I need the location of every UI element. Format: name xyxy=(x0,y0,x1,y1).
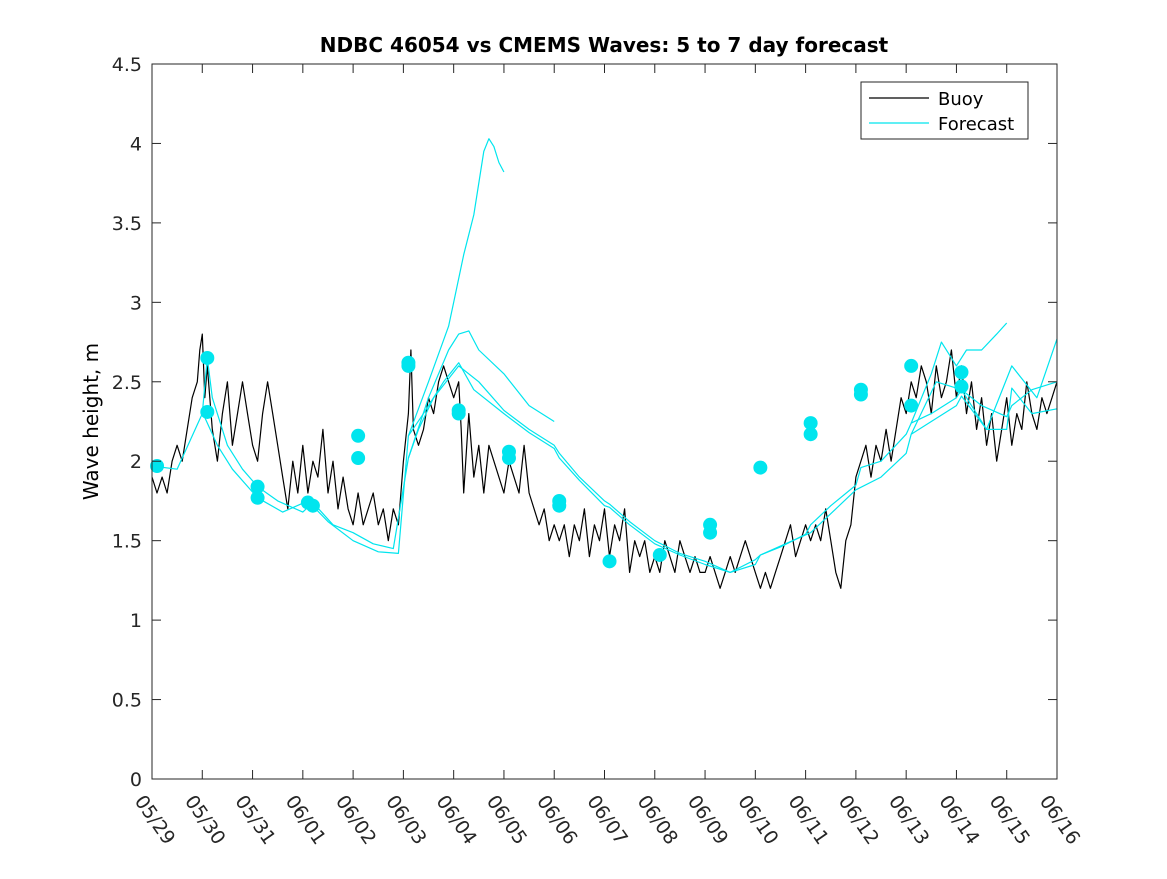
x-tick-label: 05/31 xyxy=(230,791,279,848)
y-tick-label: 2 xyxy=(130,451,142,473)
forecast-marker-22 xyxy=(803,416,818,431)
forecast-line-1 xyxy=(151,357,1058,573)
x-tick-label: 06/04 xyxy=(432,791,481,848)
forecast-marker-6 xyxy=(305,498,320,513)
forecast-marker-20 xyxy=(703,525,718,540)
plot-area xyxy=(150,64,1058,779)
x-tick-label: 06/11 xyxy=(784,791,833,848)
forecast-marker-12 xyxy=(451,406,466,421)
x-tick-label: 06/05 xyxy=(482,791,531,848)
chart-title: NDBC 46054 vs CMEMS Waves: 5 to 7 day fo… xyxy=(320,33,889,57)
forecast-line-6 xyxy=(910,338,1058,435)
y-tick-label: 3 xyxy=(130,292,142,314)
x-tick-label: 06/15 xyxy=(985,791,1034,848)
legend-box xyxy=(860,81,1029,140)
forecast-marker-26 xyxy=(904,358,919,373)
x-tick-label: 06/07 xyxy=(582,791,631,848)
y-tick-label: 3.5 xyxy=(112,213,142,235)
x-tick-label: 06/13 xyxy=(884,791,933,848)
x-tick-label: 06/16 xyxy=(1035,791,1084,848)
forecast-marker-4 xyxy=(250,490,265,505)
x-tick-label: 06/06 xyxy=(532,791,581,848)
forecast-marker-2 xyxy=(200,404,215,419)
y-axis-label: Wave height, m xyxy=(79,343,103,500)
x-tick-label: 06/10 xyxy=(733,791,782,848)
y-tick-label: 0.5 xyxy=(112,690,142,712)
forecast-marker-23 xyxy=(803,427,818,442)
forecast-marker-29 xyxy=(954,379,969,394)
forecast-line-5 xyxy=(910,322,1008,424)
x-tick-label: 06/09 xyxy=(683,791,732,848)
forecast-marker-28 xyxy=(954,365,969,380)
legend-label-buoy: Buoy xyxy=(938,89,984,110)
forecast-marker-17 xyxy=(602,554,617,569)
forecast-marker-0 xyxy=(150,458,165,473)
y-tick-label: 4.5 xyxy=(112,54,142,76)
forecast-line-3 xyxy=(407,138,505,437)
y-tick-label: 2.5 xyxy=(112,372,142,394)
x-tick-label: 06/02 xyxy=(331,791,380,848)
forecast-marker-21 xyxy=(753,460,768,475)
plot-background xyxy=(152,64,1057,779)
forecast-marker-25 xyxy=(853,387,868,402)
forecast-marker-27 xyxy=(904,398,919,413)
legend: Buoy Forecast xyxy=(860,81,1029,140)
forecast-marker-3 xyxy=(250,479,265,494)
y-tick-label: 1.5 xyxy=(112,531,142,553)
x-tick-label: 06/14 xyxy=(934,791,983,848)
x-tick-label: 06/01 xyxy=(281,791,330,848)
forecast-marker-8 xyxy=(351,451,366,466)
forecast-line-4 xyxy=(407,330,555,459)
forecast-marker-18 xyxy=(652,547,667,562)
x-tick-label: 06/03 xyxy=(381,791,430,848)
y-tick-label: 0 xyxy=(130,769,142,791)
x-tick-label: 05/30 xyxy=(180,791,229,848)
forecast-marker-14 xyxy=(501,451,516,466)
forecast-marker-16 xyxy=(552,498,567,513)
x-tick-label: 05/29 xyxy=(130,791,179,848)
legend-label-forecast: Forecast xyxy=(938,114,1014,135)
y-tick-label: 4 xyxy=(130,133,142,155)
forecast-line-2 xyxy=(201,362,1058,573)
buoy-line xyxy=(151,333,1058,589)
forecast-marker-1 xyxy=(200,350,215,365)
forecast-marker-10 xyxy=(401,358,416,373)
x-tick-label: 06/12 xyxy=(834,791,883,848)
y-tick-label: 1 xyxy=(130,610,142,632)
forecast-marker-7 xyxy=(351,428,366,443)
x-tick-label: 06/08 xyxy=(633,791,682,848)
